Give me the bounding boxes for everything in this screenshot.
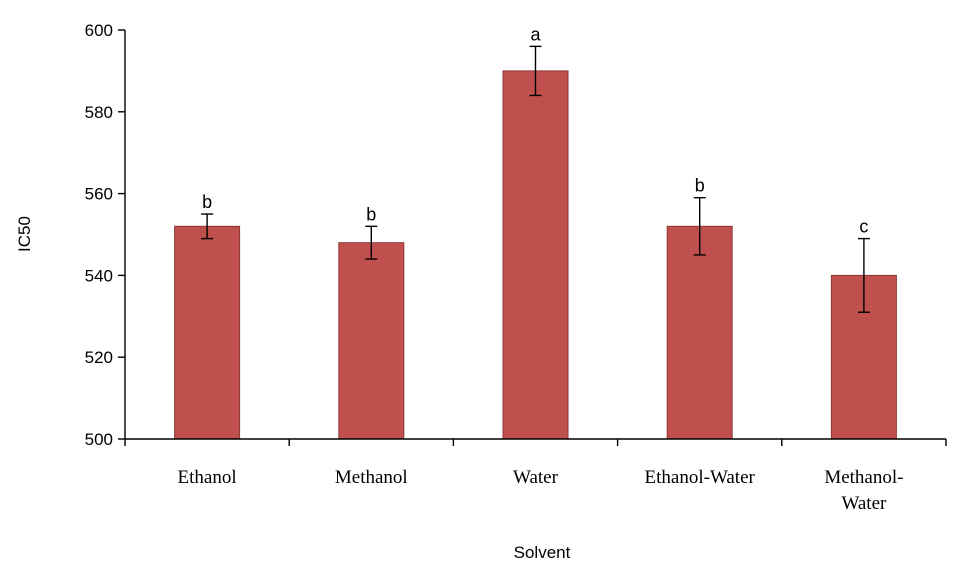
- y-axis: 500 520 540 560 580 600: [85, 21, 126, 449]
- x-tick-label: Methanol: [335, 467, 408, 488]
- x-axis-title: Solvent: [514, 543, 571, 562]
- x-tick-label: Ethanol-Water: [645, 467, 756, 488]
- y-tick-label: 580: [85, 103, 113, 122]
- significance-label: b: [366, 204, 376, 224]
- x-tick-label: Methanol-Water: [824, 467, 903, 514]
- y-tick-label: 560: [85, 185, 113, 204]
- bar: [338, 242, 405, 440]
- error-bar: [529, 45, 542, 97]
- y-axis-title: IC50: [15, 216, 34, 252]
- error-bar: [201, 213, 214, 240]
- x-tick-label: Ethanol: [178, 467, 237, 488]
- bars: b b a b c: [174, 24, 897, 440]
- x-axis: Ethanol Methanol Water Ethanol-Water Methano…: [124, 438, 947, 514]
- y-tick-label: 520: [85, 348, 113, 367]
- error-bar: [693, 196, 706, 256]
- y-tick-label: 600: [85, 21, 113, 40]
- significance-label: b: [202, 192, 212, 212]
- y-tick-label: 500: [85, 430, 113, 449]
- y-tick-label: 540: [85, 266, 113, 285]
- error-bar: [365, 225, 378, 260]
- error-bar: [857, 237, 870, 313]
- bar: [502, 70, 569, 440]
- x-tick-label: Water: [513, 467, 559, 488]
- significance-label: c: [859, 217, 868, 237]
- significance-label: a: [530, 24, 541, 44]
- significance-label: b: [695, 176, 705, 196]
- bar: [666, 225, 733, 440]
- bar: [174, 225, 241, 440]
